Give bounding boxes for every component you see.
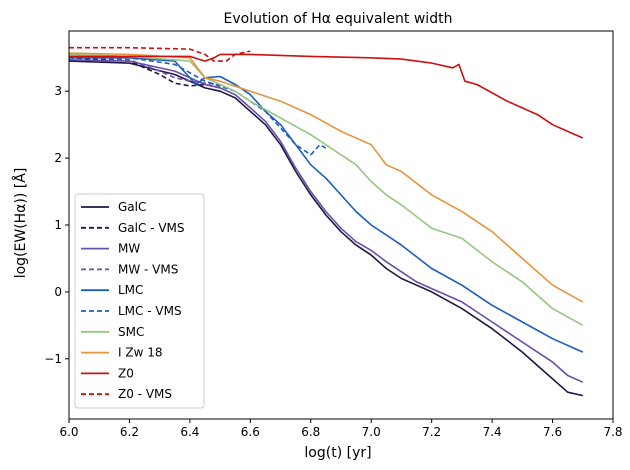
legend-label: Z0 - VMS: [118, 387, 172, 401]
legend-label: I Zw 18: [118, 346, 162, 360]
legend: GalC GalC - VMS MW MW - VMS LMC LMC - VMS SMC I…: [74, 193, 205, 409]
x-tick-label: 7.8: [603, 425, 622, 439]
x-tick-label: 6.2: [120, 425, 139, 439]
legend-label: MW: [118, 242, 140, 256]
x-tick-label: 6.0: [59, 425, 78, 439]
x-tick-label: 6.6: [241, 425, 260, 439]
x-tick-label: 7.4: [483, 425, 502, 439]
legend-label: SMC: [118, 325, 144, 339]
y-tick-label: 3: [54, 84, 62, 98]
y-axis: −1 0 1 2 3: [44, 84, 69, 366]
plot-lines: [68, 46, 584, 397]
y-tick-label: 0: [54, 285, 62, 299]
x-tick-label: 6.4: [180, 425, 199, 439]
legend-label: MW - VMS: [118, 262, 178, 276]
series-line-lmc: [69, 56, 584, 353]
legend-label: LMC - VMS: [118, 304, 182, 318]
legend-box: [74, 193, 205, 409]
legend-label: GalC: [118, 200, 146, 214]
series-line-i-zw-18: [68, 52, 584, 303]
x-tick-label: 6.8: [301, 425, 320, 439]
y-tick-label: −1: [44, 352, 62, 366]
legend-label: Z0: [118, 366, 134, 380]
series-line-z0-vms: [69, 46, 251, 62]
series-line-lmc-vms: [68, 55, 327, 156]
series-line-z0: [69, 53, 584, 139]
chart-title: Evolution of Hα equivalent width: [224, 11, 453, 27]
series-line-mw: [68, 59, 584, 383]
y-tick-label: 1: [54, 218, 62, 232]
x-axis-label: log(t) [yr]: [304, 445, 371, 461]
legend-label: GalC - VMS: [118, 221, 185, 235]
x-tick-label: 7.0: [362, 425, 381, 439]
legend-label: LMC: [118, 283, 143, 297]
x-tick-label: 7.6: [543, 425, 562, 439]
y-tick-label: 2: [54, 151, 62, 165]
x-tick-label: 7.2: [422, 425, 441, 439]
x-axis: 6.0 6.2 6.4 6.6 6.8 7.0 7.2 7.4 7.6 7.8: [59, 419, 623, 439]
series-line-mw-vms: [68, 55, 221, 86]
y-axis-label: log(EW(Hα)) [Å]: [12, 168, 29, 279]
series-line-galc: [68, 60, 583, 397]
